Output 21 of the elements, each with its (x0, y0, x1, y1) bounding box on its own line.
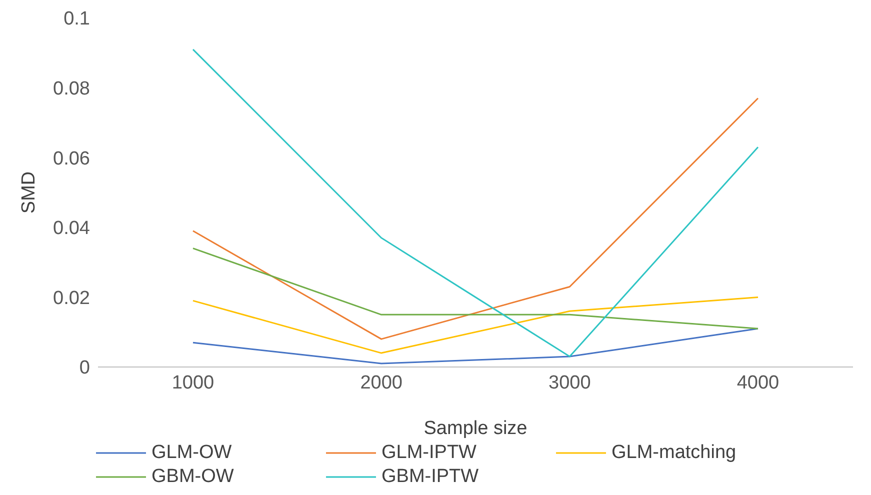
y-tick-label: 0.06 (53, 148, 90, 170)
y-tick-label: 0.1 (64, 8, 90, 30)
x-axis-title: Sample size (424, 418, 528, 439)
y-axis-title: SMD (18, 171, 40, 214)
y-tick-label: 0 (79, 358, 90, 379)
legend-label: GLM-OW (152, 442, 232, 464)
line-series (192, 296, 759, 354)
x-tick-label: 4000 (736, 372, 780, 394)
x-tick-label: 3000 (548, 372, 591, 394)
x-tick-label: 1000 (172, 372, 214, 394)
legend-label: GLM-IPTW (382, 442, 476, 464)
line-series (192, 328, 759, 364)
x-tick-label: 2000 (360, 372, 402, 394)
line-series (192, 48, 759, 358)
legend-label: GLM-matching (612, 442, 736, 464)
legend-label: GBM-OW (152, 466, 234, 488)
y-tick-label: 0.04 (53, 218, 90, 240)
y-tick-label: 0.08 (53, 78, 90, 100)
legend-label: GBM-IPTW (382, 466, 479, 488)
y-tick-label: 0.02 (53, 288, 90, 309)
line-series (192, 98, 759, 340)
